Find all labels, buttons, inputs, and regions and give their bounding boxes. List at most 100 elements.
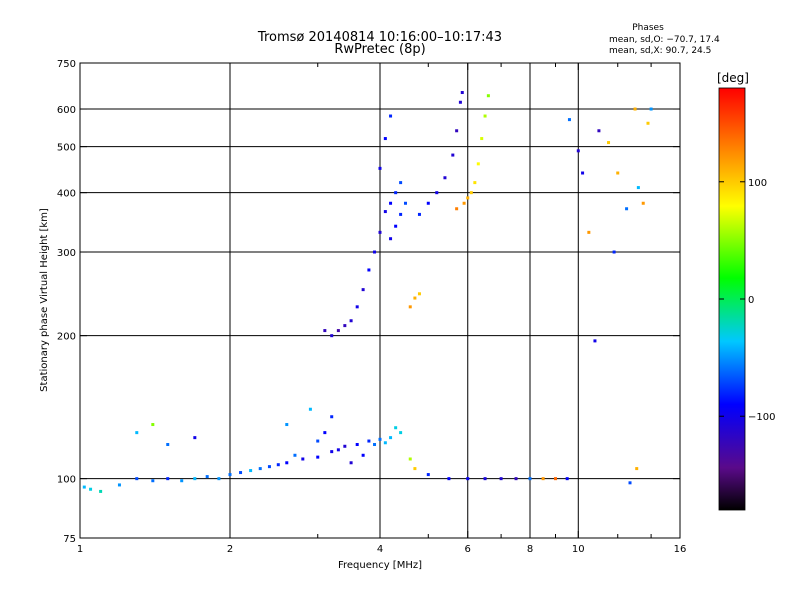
data-point [451,153,455,157]
data-point [378,437,382,441]
data-point [394,426,398,430]
data-point [343,324,347,328]
data-point [217,477,221,481]
y-tick-label: 100 [57,475,76,486]
x-tick-label: 10 [572,544,585,555]
data-point [99,489,103,493]
data-point [625,207,629,211]
data-point [480,137,484,141]
data-point [166,443,170,447]
data-point [399,431,403,435]
data-point [633,107,637,111]
data-point [565,477,569,481]
chart-title: Tromsø 20140814 10:16:00–10:17:43 [257,30,502,45]
data-point [389,114,393,118]
data-point [383,210,387,214]
data-point [378,166,382,170]
data-point [228,473,232,477]
data-point [612,250,616,254]
data-point [180,479,184,483]
data-point [330,415,334,419]
data-point [258,467,262,471]
data-point [389,201,393,205]
axis-ticks: 1 2 4 6 8 10 16 75 100 200 300 400 500 600 750 [57,59,686,555]
data-point [301,457,305,461]
x-tick-label: 2 [227,544,233,555]
data-point [355,305,359,309]
data-point [249,469,253,473]
x-tick-label: 1 [77,544,83,555]
data-point [635,467,639,471]
data-point [417,292,421,296]
data-point [308,407,312,411]
colorbar-ticks: 100 0 −100 [719,178,775,423]
data-point [426,473,430,477]
data-point [389,436,393,440]
data-point [151,479,155,483]
data-point [285,461,289,465]
data-point [417,212,421,216]
data-point [330,450,334,454]
data-point [355,443,359,447]
data-point [587,230,591,234]
data-point [553,477,557,481]
data-point [567,118,571,122]
data-point [455,129,459,133]
data-point [408,457,412,461]
data-point [323,329,327,333]
data-point [394,191,398,195]
data-point [458,100,462,104]
stats-heading: Phases [632,23,664,33]
data-point [336,329,340,333]
x-tick-label: 6 [465,544,471,555]
data-point [607,141,611,145]
colorbar-tick-label: −100 [748,412,775,423]
data-point [367,439,371,443]
data-point [597,129,601,133]
data-point [285,423,289,427]
data-point [389,237,393,241]
data-point [593,339,597,343]
x-tick-label: 4 [377,544,383,555]
data-point [483,477,487,481]
data-point [641,201,645,205]
data-point [330,334,334,338]
data-point [435,191,439,195]
data-point [460,91,464,95]
data-point [383,441,387,445]
data-point [528,477,532,481]
data-point [383,137,387,141]
data-point [361,288,365,292]
y-tick-label: 600 [57,105,76,116]
data-point [499,477,503,481]
data-point [135,431,139,435]
data-point [239,471,243,475]
data-point [469,191,473,195]
data-point [576,149,580,153]
x-tick-label: 16 [674,544,687,555]
data-point [166,477,170,481]
data-point [399,181,403,185]
data-point [367,268,371,272]
y-tick-label: 750 [57,59,76,70]
y-tick-label: 75 [63,534,76,545]
data-point [462,201,466,205]
y-tick-label: 300 [57,248,76,259]
data-point [476,162,480,166]
data-point [455,207,459,211]
data-point [276,463,280,467]
x-tick-label: 8 [527,544,533,555]
data-point [403,201,407,205]
data-point [373,250,377,254]
colorbar-tick-label: 0 [748,295,754,306]
x-axis-label: Frequency [MHz] [338,560,422,571]
y-axis-label: Stationary phase Virtual Height [km] [39,208,50,392]
data-point [267,465,271,469]
data-point [135,477,139,481]
data-point [466,477,470,481]
data-point [413,296,417,300]
data-point [426,201,430,205]
y-tick-label: 500 [57,143,76,154]
data-point [616,171,620,175]
